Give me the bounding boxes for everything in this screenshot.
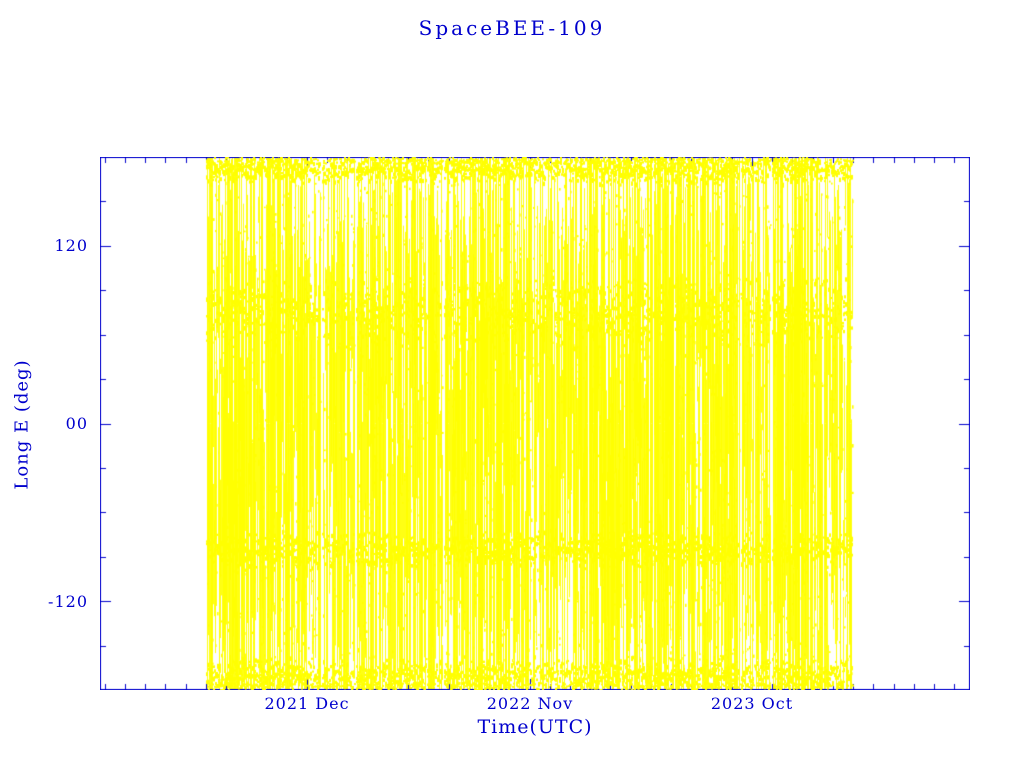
- y-tick-label-00: 00: [65, 414, 88, 433]
- y-tick-label-neg120: -120: [48, 592, 88, 611]
- x-tick-label-2022-nov: 2022 Nov: [486, 694, 574, 713]
- x-axis-label: Time(UTC): [477, 716, 593, 738]
- plot-canvas: [100, 157, 970, 690]
- chart-title: SpaceBEE-109: [418, 16, 606, 40]
- x-tick-label-2023-oct: 2023 Oct: [710, 694, 794, 713]
- x-tick-label-2021-dec: 2021 Dec: [264, 694, 350, 713]
- y-tick-label-120: 120: [54, 236, 88, 255]
